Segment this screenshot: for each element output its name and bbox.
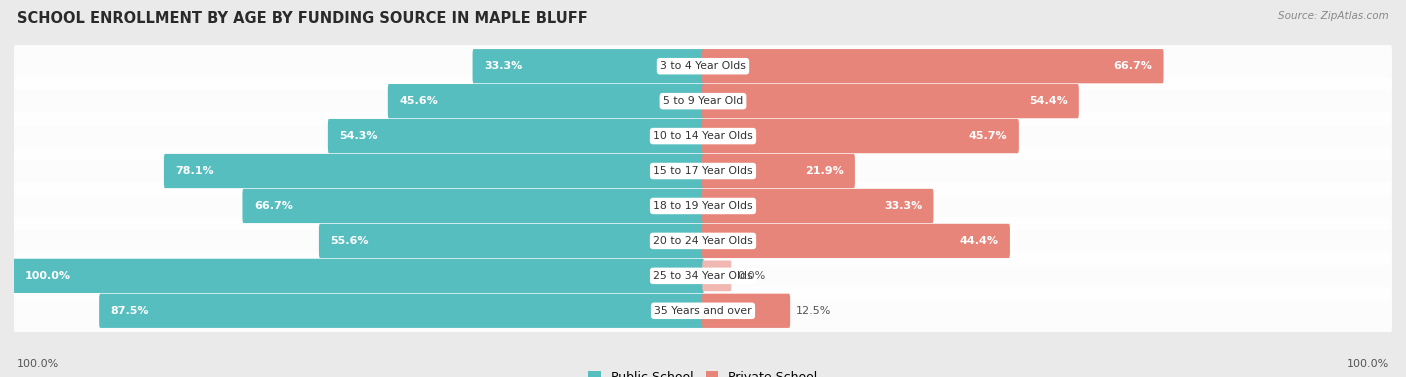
FancyBboxPatch shape [14,77,1392,125]
Text: 3 to 4 Year Olds: 3 to 4 Year Olds [659,61,747,71]
FancyBboxPatch shape [702,189,934,223]
FancyBboxPatch shape [702,119,1019,153]
Text: 18 to 19 Year Olds: 18 to 19 Year Olds [654,201,752,211]
Text: 100.0%: 100.0% [24,271,70,281]
FancyBboxPatch shape [14,147,1392,195]
Text: 54.4%: 54.4% [1029,96,1067,106]
FancyBboxPatch shape [328,119,704,153]
Text: 78.1%: 78.1% [176,166,214,176]
Text: 66.7%: 66.7% [1114,61,1152,71]
Text: 20 to 24 Year Olds: 20 to 24 Year Olds [654,236,752,246]
Text: 21.9%: 21.9% [804,166,844,176]
Text: 100.0%: 100.0% [17,359,59,369]
Text: 45.6%: 45.6% [399,96,437,106]
Text: 15 to 17 Year Olds: 15 to 17 Year Olds [654,166,752,176]
Text: 10 to 14 Year Olds: 10 to 14 Year Olds [654,131,752,141]
FancyBboxPatch shape [388,84,704,118]
Text: 33.3%: 33.3% [884,201,922,211]
Text: Source: ZipAtlas.com: Source: ZipAtlas.com [1278,11,1389,21]
Text: 44.4%: 44.4% [959,236,998,246]
FancyBboxPatch shape [14,182,1392,230]
Text: 25 to 34 Year Olds: 25 to 34 Year Olds [654,271,752,281]
Text: 45.7%: 45.7% [969,131,1008,141]
Text: 33.3%: 33.3% [484,61,522,71]
FancyBboxPatch shape [100,294,704,328]
FancyBboxPatch shape [703,261,731,291]
FancyBboxPatch shape [702,154,855,188]
Text: 5 to 9 Year Old: 5 to 9 Year Old [662,96,744,106]
FancyBboxPatch shape [14,217,1392,265]
FancyBboxPatch shape [702,84,1078,118]
FancyBboxPatch shape [242,189,704,223]
Text: 87.5%: 87.5% [111,306,149,316]
FancyBboxPatch shape [14,42,1392,90]
Text: 12.5%: 12.5% [796,306,831,316]
Legend: Public School, Private School: Public School, Private School [583,366,823,377]
FancyBboxPatch shape [14,287,1392,335]
Text: SCHOOL ENROLLMENT BY AGE BY FUNDING SOURCE IN MAPLE BLUFF: SCHOOL ENROLLMENT BY AGE BY FUNDING SOUR… [17,11,588,26]
FancyBboxPatch shape [14,252,1392,300]
Text: 54.3%: 54.3% [339,131,378,141]
Text: 35 Years and over: 35 Years and over [654,306,752,316]
FancyBboxPatch shape [702,224,1010,258]
Text: 100.0%: 100.0% [1347,359,1389,369]
FancyBboxPatch shape [319,224,704,258]
Text: 55.6%: 55.6% [330,236,368,246]
Text: 66.7%: 66.7% [254,201,292,211]
FancyBboxPatch shape [702,49,1164,83]
FancyBboxPatch shape [702,294,790,328]
FancyBboxPatch shape [165,154,704,188]
Text: 0.0%: 0.0% [738,271,766,281]
FancyBboxPatch shape [14,112,1392,160]
FancyBboxPatch shape [13,259,704,293]
FancyBboxPatch shape [472,49,704,83]
